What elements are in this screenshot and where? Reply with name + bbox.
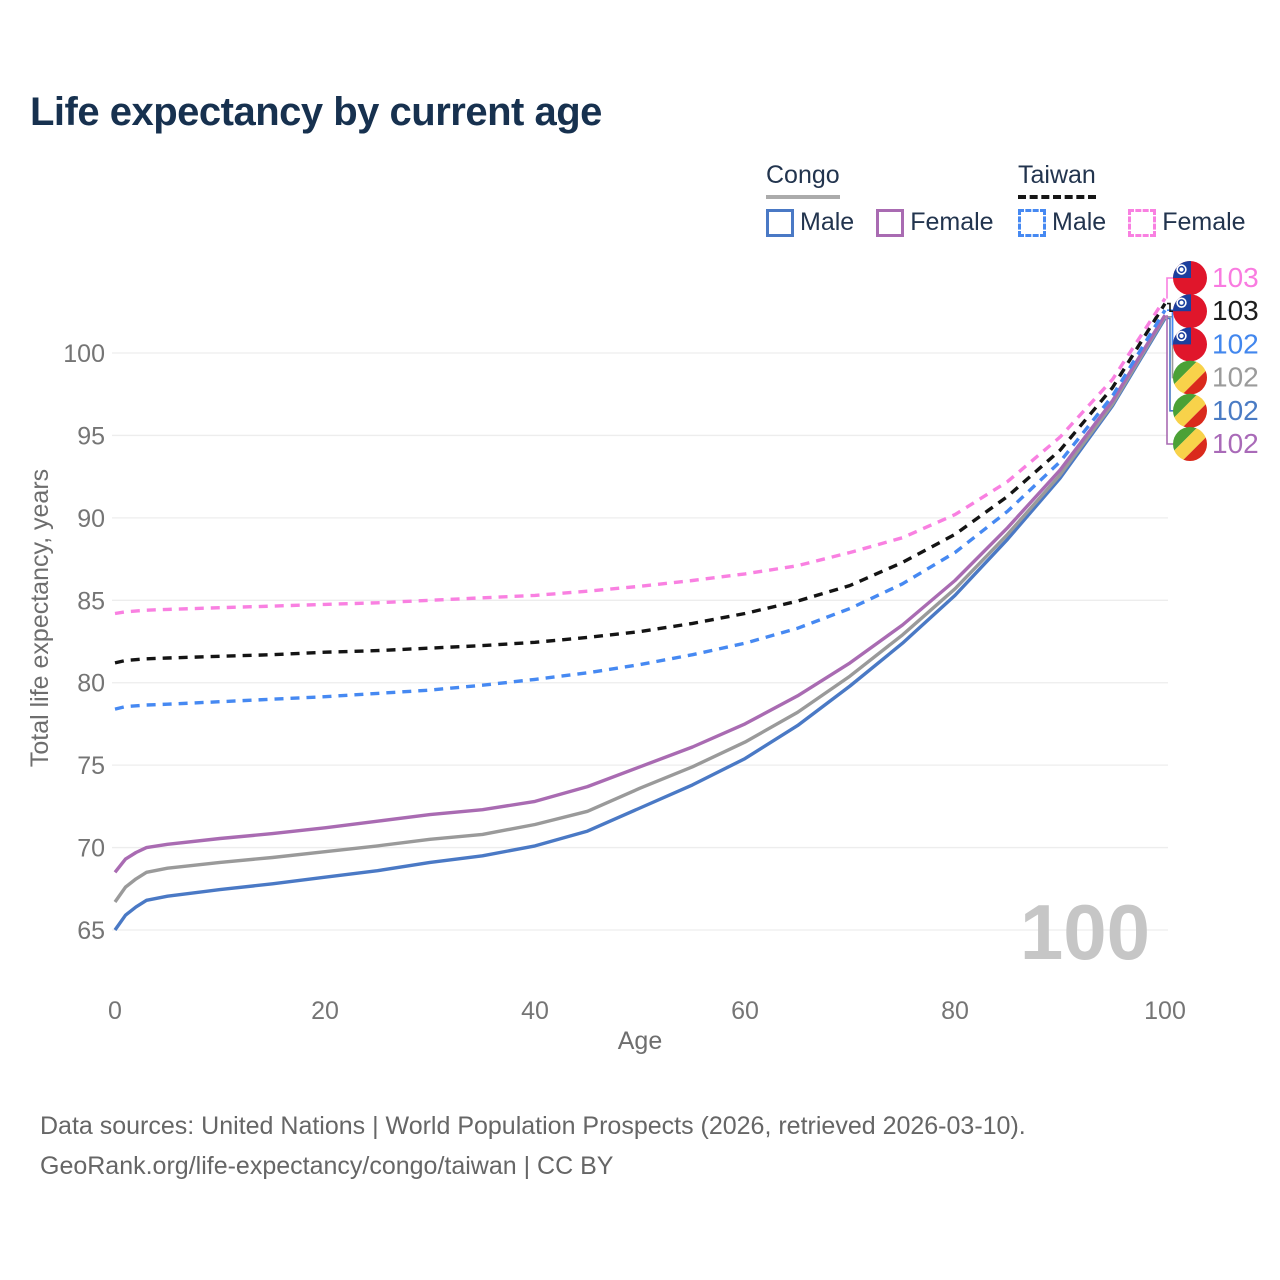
- legend-group-congo: Congo Male Female: [766, 161, 994, 237]
- y-tick-label: 65: [77, 917, 105, 945]
- taiwan-flag-icon: [1173, 327, 1207, 362]
- taiwan-flag-icon: [1173, 261, 1207, 295]
- y-axis-label: Total life expectancy, years: [26, 469, 54, 767]
- line-taiwan_female: [114, 297, 1167, 616]
- footer: Data sources: United Nations | World Pop…: [40, 1106, 1026, 1186]
- y-tick-label: 70: [77, 835, 105, 863]
- legend-item-taiwan-male: Male: [1018, 208, 1106, 237]
- end-value-label-congo_total: 102: [1212, 362, 1259, 393]
- line-congo_male: [113, 317, 1167, 931]
- x-tick-label: 20: [311, 997, 339, 1025]
- congo-flag-icon: [1173, 360, 1207, 395]
- legend-label-congo-female: Female: [910, 208, 994, 236]
- legend-country-taiwan: Taiwan: [1018, 161, 1096, 199]
- leader-line-congo_male: [1167, 317, 1174, 412]
- line-congo_female: [113, 314, 1167, 874]
- leader-line-taiwan_female: [1166, 277, 1174, 299]
- legend-label-congo-male: Male: [800, 208, 855, 236]
- age-watermark: 100: [1020, 888, 1150, 976]
- legend-swatch-taiwan-male: [1018, 208, 1046, 237]
- legend-item-taiwan-female: Female: [1128, 208, 1246, 237]
- x-tick-label: 100: [1144, 997, 1186, 1025]
- y-tick-label: 80: [77, 670, 105, 698]
- end-value-label-taiwan_female: 103: [1212, 262, 1259, 293]
- taiwan-flag-icon: [1173, 294, 1207, 329]
- legend-item-congo-female: Female: [876, 208, 994, 237]
- legend-row-congo: Male Female: [766, 208, 994, 237]
- congo-flag-icon: [1173, 393, 1207, 428]
- chart-title: Life expectancy by current age: [30, 90, 602, 134]
- y-tick-label: 100: [63, 340, 105, 368]
- legend-swatch-congo-male: [766, 208, 794, 237]
- y-tick-label: 75: [77, 752, 105, 780]
- x-tick-label: 40: [521, 997, 549, 1025]
- line-taiwan_total: [114, 302, 1167, 665]
- legend-label-taiwan-male: Male: [1052, 208, 1107, 236]
- leader-line-congo_female: [1166, 315, 1174, 445]
- legend-group-taiwan: Taiwan Male Female: [1018, 161, 1246, 237]
- x-axis-label: Age: [618, 1027, 662, 1055]
- congo-flag-icon: [1173, 427, 1207, 461]
- end-value-label-congo_female: 102: [1212, 428, 1259, 459]
- legend-swatch-congo-female: [876, 208, 905, 237]
- x-tick-label: 0: [108, 997, 122, 1025]
- line-congo_total: [113, 315, 1167, 903]
- y-tick-label: 85: [77, 587, 105, 615]
- end-value-label-congo_male: 102: [1212, 395, 1259, 426]
- line-taiwan_male: [114, 309, 1167, 711]
- legend-item-congo-male: Male: [766, 208, 854, 237]
- legend-swatch-taiwan-female: [1128, 208, 1157, 237]
- end-value-label-taiwan_male: 102: [1212, 328, 1259, 359]
- legend-row-taiwan: Male Female: [1018, 208, 1246, 237]
- legend-label-taiwan-female: Female: [1162, 208, 1246, 236]
- footer-sources: Data sources: United Nations | World Pop…: [40, 1112, 1026, 1140]
- y-tick-label: 90: [77, 505, 105, 533]
- footer-attribution: GeoRank.org/life-expectancy/congo/taiwan…: [40, 1152, 614, 1180]
- end-value-label-taiwan_total: 103: [1212, 295, 1259, 326]
- x-tick-label: 60: [731, 997, 759, 1025]
- leader-line-taiwan_total: [1167, 302, 1174, 313]
- legend-country-congo: Congo: [766, 161, 840, 199]
- x-tick-label: 80: [941, 997, 969, 1025]
- y-tick-label: 95: [77, 422, 105, 450]
